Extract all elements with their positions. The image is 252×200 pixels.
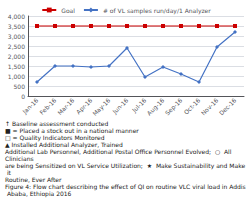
svg-text:0: 0 (21, 93, 25, 100)
svg-text:Apr-16: Apr-16 (74, 96, 94, 116)
svg-text:Dec-16: Dec-16 (217, 96, 237, 116)
svg-text:2,500: 2,500 (8, 43, 25, 50)
svg-text:3,000: 3,000 (8, 33, 25, 40)
svg-text:↑ Baseline assessment conducte: ↑ Baseline assessment conducted (5, 120, 108, 127)
svg-text:Jun-16: Jun-16 (110, 96, 130, 116)
svg-text:□ = Quality Indicators Monitor: □ = Quality Indicators Monitored (5, 134, 105, 141)
svg-text:# of VL samples run/day/1 Anal: # of VL samples run/day/1 Analyzer (103, 7, 211, 15)
svg-text:Jan-16: Jan-16 (20, 96, 40, 116)
svg-text:Nov-16: Nov-16 (199, 96, 219, 116)
svg-text:1,000: 1,000 (8, 73, 25, 80)
svg-text:Oct-16: Oct-16 (182, 96, 201, 115)
svg-text:Mar-16: Mar-16 (56, 96, 76, 116)
svg-text:Feb-16: Feb-16 (38, 96, 57, 115)
svg-text:2,000: 2,000 (8, 53, 25, 60)
svg-text:Goal: Goal (61, 7, 75, 14)
svg-text:500: 500 (14, 83, 26, 90)
svg-text:Additional Lab Personnel, Addi: Additional Lab Personnel, Additional Pos… (5, 148, 233, 155)
svg-text:Aug-16: Aug-16 (145, 96, 166, 117)
svg-text:it: it (5, 169, 12, 176)
svg-text:Routine, Ever After: Routine, Ever After (5, 176, 62, 183)
svg-text:3,500: 3,500 (8, 23, 25, 30)
svg-text:Jul-16: Jul-16 (130, 96, 148, 114)
svg-text:4,000: 4,000 (8, 13, 25, 20)
svg-text:Clinicians: Clinicians (5, 155, 34, 162)
svg-text:1,500: 1,500 (8, 63, 25, 70)
svg-text:Ababa, Ethiopia 2016: Ababa, Ethiopia 2016 (5, 190, 72, 198)
svg-text:May-16: May-16 (91, 96, 112, 117)
svg-text:Sep-16: Sep-16 (164, 96, 185, 117)
svg-text:Figure 4: Flow chart describin: Figure 4: Flow chart describing the effe… (5, 183, 246, 190)
svg-text:are being Sensitized on VL Ser: are being Sensitized on VL Service Utili… (5, 162, 245, 170)
svg-text:▲ Installed Additional Analyze: ▲ Installed Additional Analyzer, Trained (5, 141, 123, 148)
svg-text:■ = Placed a stock out in a na: ■ = Placed a stock out in a national man… (5, 127, 139, 134)
